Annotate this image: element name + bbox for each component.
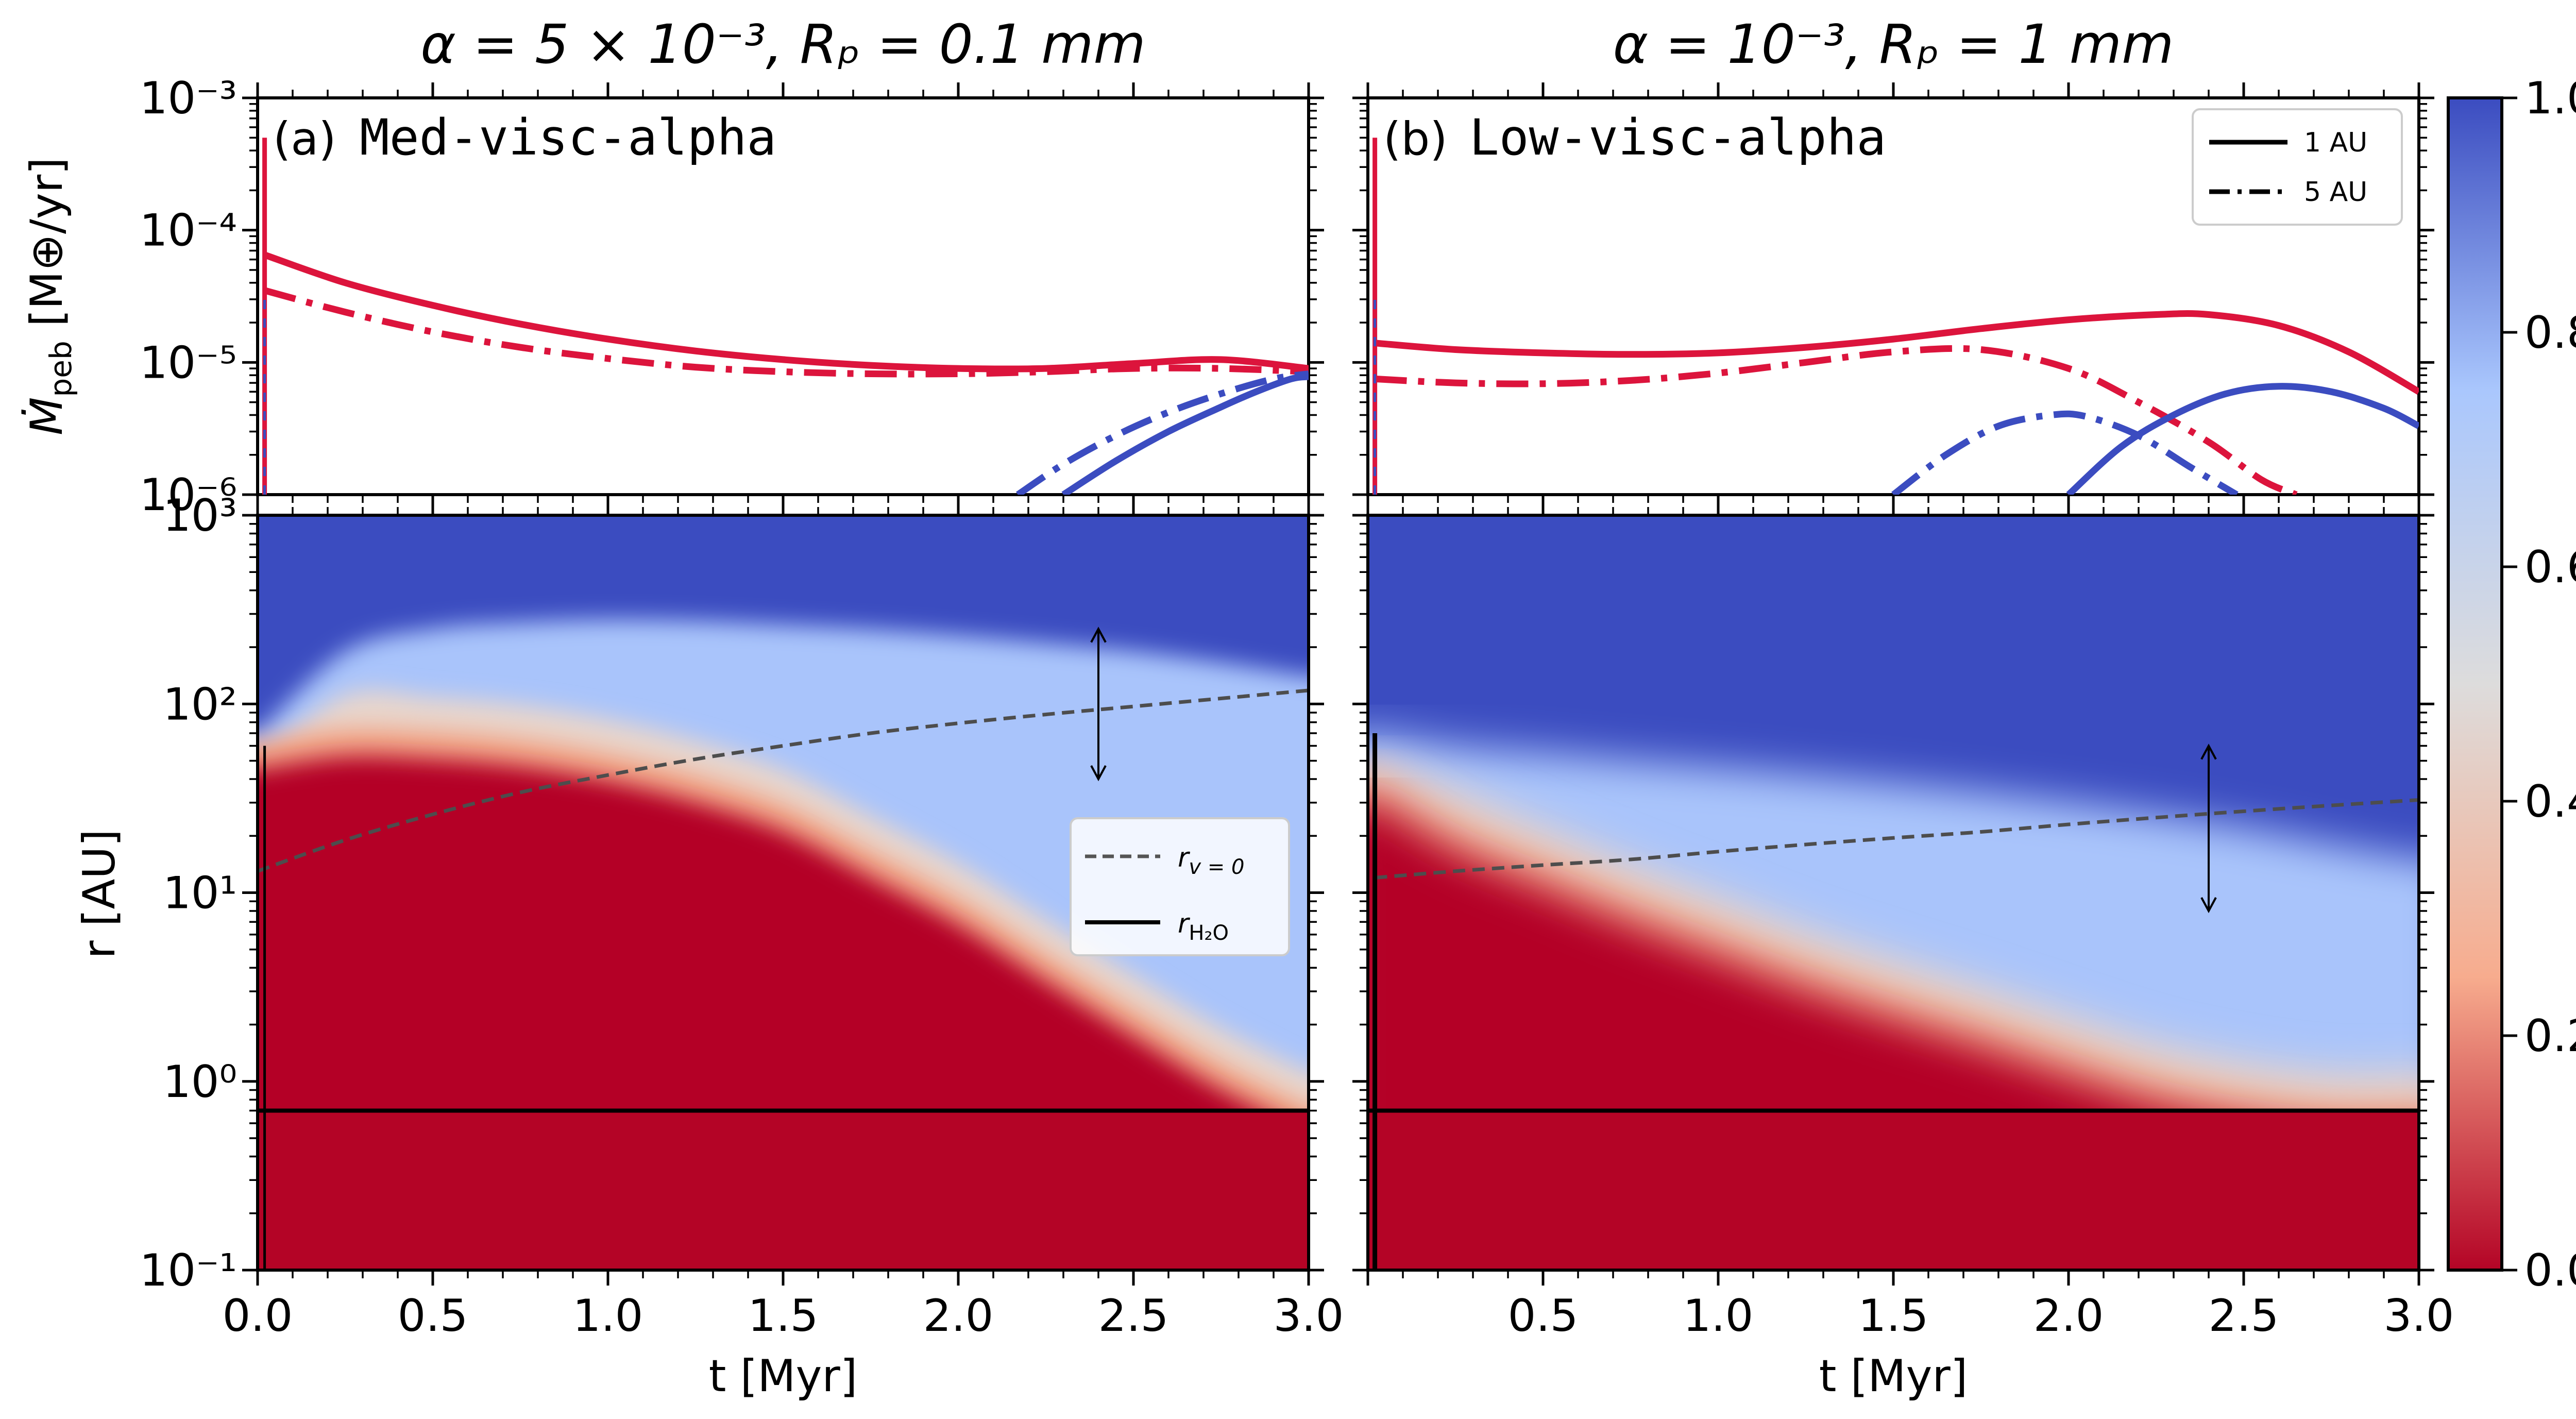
ylabel-top: Ṁpeb [M⊕/yr] [21, 157, 78, 435]
ytick-label: 10⁰ [163, 1056, 237, 1108]
panel-a-label: (a) [273, 112, 336, 165]
panel-c-legend: rv = 0 rH₂O [1070, 817, 1290, 956]
panel-d-heatmap: 0.5 1.0 1.5 2.0 2.5 3.0 [1352, 500, 2454, 1342]
xtick-label: 3.0 [2384, 1290, 2454, 1342]
title-panel-b: α = 10⁻³, Rₚ = 1 mm [1613, 13, 2174, 76]
ytick-label: 10³ [163, 490, 237, 542]
series-line-5au-red [1375, 345, 2298, 495]
xtick-label: 2.5 [2209, 1290, 2279, 1342]
panel-b-label: (b) [1383, 112, 1448, 165]
rv0-line [1375, 798, 2419, 880]
range-arrow-head-top [2200, 744, 2217, 760]
legend-box [2192, 108, 2403, 226]
panel-a-run-name: Med-visc-alpha [360, 109, 776, 166]
legend-label-rv0: rv = 0 [1178, 842, 1244, 879]
panel-b-mdot-plot: (b) Low-visc-alpha 1 AU 5 AU [1352, 82, 2434, 510]
range-arrow-head-bottom [2200, 897, 2217, 914]
ytick-label: 10⁻⁵ [140, 337, 237, 388]
xtick-label: 1.0 [1683, 1290, 1754, 1342]
colorbar-tick-label: 0.0 [2524, 1245, 2576, 1296]
panel-b-legend: 1 AU 5 AU [2192, 108, 2403, 226]
legend-label-1au: 1 AU [2304, 127, 2367, 158]
xtick-label: 2.0 [2033, 1290, 2104, 1342]
ytick-label: 10⁻⁶ [140, 469, 237, 521]
xtick-label: 0.5 [398, 1290, 468, 1342]
xtick-label: 0.5 [1508, 1290, 1579, 1342]
panel-b-frame [1366, 96, 2420, 496]
ytick-label: 10⁻⁴ [140, 205, 237, 257]
range-arrow-head-top [1090, 627, 1107, 643]
panel-c-heatmap: 10⁻¹ 10⁰ 10¹ 10² 10³ 0.0 0.5 1.0 1.5 2.0 2.5 3.0 rv… [140, 490, 1344, 1342]
colorbar-tick-label: 0.4 [2524, 776, 2576, 827]
series-line-1au-red [1375, 310, 2419, 395]
xtick-label: 1.5 [748, 1290, 819, 1342]
xlabel-left: t [Myr] [709, 1350, 858, 1402]
series-line-5au-blue [1891, 410, 2239, 495]
rv0-line [258, 688, 1309, 873]
legend-label-rh2o: rH₂O [1178, 908, 1229, 945]
legend-label-5au: 5 AU [2304, 177, 2367, 208]
xtick-label: 1.5 [1858, 1290, 1929, 1342]
xtick-label: 0.0 [223, 1290, 293, 1342]
heatmap-inner-region [258, 1110, 1309, 1270]
ylabel-bottom: r [AU] [74, 829, 125, 959]
xtick-label: 2.0 [923, 1290, 994, 1342]
series-line-1au-blue [2066, 383, 2419, 495]
ytick-label: 10¹ [163, 868, 237, 919]
colorbar-tick-label: 0.2 [2524, 1010, 2576, 1062]
series-line-1au-red [263, 251, 1309, 373]
ytick-label: 10² [163, 679, 237, 730]
title-panel-a: α = 5 × 10⁻³, Rₚ = 0.1 mm [420, 13, 1145, 76]
xtick-label: 2.5 [1098, 1290, 1169, 1342]
colorbar: 0.00.20.40.60.81.0 χup [2447, 73, 2576, 1296]
colorbar-tick-label: 0.6 [2524, 542, 2576, 593]
colorbar-gradient [2447, 96, 2503, 1272]
panel-b-run-name: Low-visc-alpha [1469, 109, 1886, 166]
ytick-label: 10⁻¹ [140, 1245, 237, 1296]
ytick-label: 10⁻³ [140, 73, 237, 124]
series-line-1au-blue [1061, 373, 1309, 495]
xtick-label: 1.0 [573, 1290, 643, 1342]
heatmap-inner-region [1368, 1110, 2419, 1270]
series-line-5au-red [263, 287, 1309, 378]
colorbar-tick-label: 0.8 [2524, 307, 2576, 359]
panel-a-mdot-plot: 10⁻⁶ 10⁻⁵ 10⁻⁴ 10⁻³ (a) Med-visc-alpha [140, 73, 1324, 521]
xtick-label: 3.0 [1274, 1290, 1344, 1342]
xlabel-right: t [Myr] [1819, 1350, 1968, 1402]
colorbar-tick-label: 1.0 [2524, 73, 2576, 124]
range-arrow-head-bottom [1090, 765, 1107, 782]
